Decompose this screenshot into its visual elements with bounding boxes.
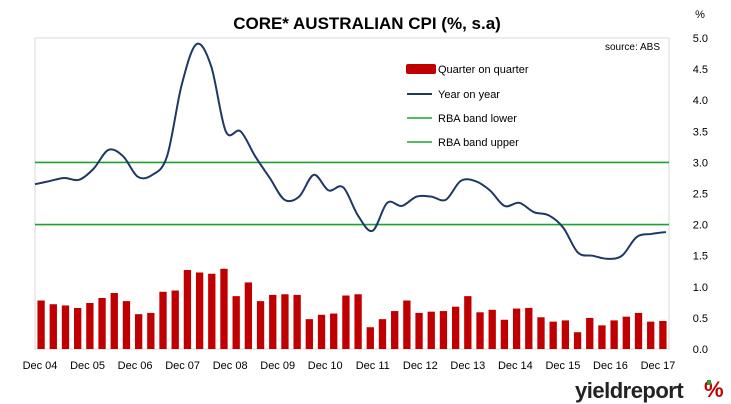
qoq-bar	[256, 301, 265, 349]
qoq-bars	[37, 268, 667, 349]
qoq-bar	[269, 294, 277, 349]
qoq-bar	[537, 317, 545, 349]
qoq-bar	[342, 295, 350, 349]
yoy-line	[34, 42, 667, 260]
x-tick-label: Dec 05	[70, 360, 105, 372]
qoq-bar	[171, 290, 179, 349]
y-tick-label: 3.0	[693, 157, 708, 169]
x-tick-label: Dec 06	[118, 360, 153, 372]
legend: Quarter on quarter Year on year RBA band l…	[406, 64, 529, 149]
qoq-bar	[98, 298, 106, 349]
qoq-bar	[86, 302, 94, 349]
qoq-bar	[415, 312, 423, 349]
qoq-bar	[634, 312, 643, 349]
qoq-bar	[622, 316, 630, 349]
x-tick-label: Dec 17	[641, 360, 676, 372]
qoq-bar	[659, 321, 667, 349]
x-tick-label: Dec 04	[23, 360, 58, 372]
qoq-bar	[549, 321, 557, 349]
qoq-bar	[293, 294, 301, 349]
qoq-bar	[232, 296, 240, 349]
y-tick-label: 1.5	[693, 251, 708, 263]
x-tick-label: Dec 10	[308, 360, 343, 372]
qoq-bar	[427, 311, 435, 349]
qoq-bar	[244, 282, 253, 349]
y-tick-label: 5.0	[693, 33, 708, 45]
qoq-bar	[330, 313, 338, 349]
x-tick-label: Dec 14	[498, 360, 533, 372]
qoq-bar	[647, 321, 655, 349]
y-tick-label: 2.0	[693, 220, 708, 232]
qoq-bar	[598, 325, 606, 349]
rba-band-lines	[35, 161, 669, 226]
x-axis-ticks: Dec 04 Dec 05 Dec 06 Dec 07 Dec 08 Dec 09 Dec …	[23, 360, 676, 372]
x-tick-label: Dec 12	[403, 360, 438, 372]
qoq-bar	[74, 307, 82, 349]
legend-swatch-qoq	[406, 64, 436, 74]
y-tick-label: 0.0	[693, 344, 708, 356]
x-tick-label: Dec 16	[593, 360, 628, 372]
qoq-bar	[561, 320, 570, 349]
y-tick-label: 0.5	[693, 313, 708, 325]
qoq-bar	[37, 300, 45, 349]
y-tick-label: 4.0	[693, 95, 708, 107]
x-tick-label: Dec 11	[356, 360, 390, 372]
qoq-bar	[610, 320, 618, 349]
x-tick-label: Dec 15	[545, 360, 580, 372]
qoq-bar	[305, 319, 313, 349]
qoq-bar	[366, 327, 374, 349]
qoq-bar	[512, 308, 521, 349]
y-tick-label: 1.0	[693, 282, 708, 294]
qoq-bar	[134, 314, 143, 349]
y-axis-unit: %	[695, 9, 705, 21]
y-axis-ticks: 5.0 4.5 4.0 3.5 3.0 2.5 2.0 1.5 1.0 0.5 0.0	[693, 33, 708, 356]
qoq-bar	[281, 294, 289, 349]
qoq-bar	[354, 294, 362, 349]
qoq-bar	[49, 304, 57, 349]
qoq-bar	[500, 319, 509, 349]
yieldreport-logo: yieldreport %	[575, 377, 724, 403]
yoy-line-group	[34, 42, 667, 260]
qoq-bar	[451, 306, 460, 349]
x-tick-label: Dec 09	[260, 360, 295, 372]
y-tick-label: 3.5	[693, 126, 708, 138]
chart-title: CORE* AUSTRALIAN CPI (%, s.a)	[233, 14, 501, 33]
brand-name: yieldreport	[575, 378, 684, 403]
qoq-bar	[195, 272, 204, 349]
qoq-bar	[464, 296, 472, 349]
brand-accent	[707, 380, 711, 385]
qoq-bar	[439, 311, 448, 349]
legend-label: RBA band upper	[438, 137, 519, 149]
source-label: source: ABS	[605, 42, 660, 53]
qoq-bar	[159, 291, 167, 349]
x-tick-label: Dec 07	[165, 360, 200, 372]
qoq-bar	[147, 312, 155, 349]
legend-label: Year on year	[438, 89, 500, 101]
legend-label: Quarter on quarter	[438, 64, 529, 76]
qoq-bar	[61, 305, 70, 349]
qoq-bar	[317, 314, 326, 349]
qoq-bar	[220, 268, 228, 349]
qoq-bar	[208, 273, 216, 349]
brand-percent-icon: %	[704, 377, 724, 402]
qoq-bar	[573, 332, 582, 349]
y-tick-label: 4.5	[693, 64, 708, 76]
qoq-bar	[403, 300, 411, 349]
qoq-bar	[122, 301, 131, 349]
qoq-bar	[110, 293, 118, 349]
x-tick-label: Dec 08	[213, 360, 248, 372]
plot-area	[34, 37, 670, 350]
qoq-bar	[378, 319, 387, 349]
legend-label: RBA band lower	[438, 113, 517, 125]
qoq-bar	[476, 312, 484, 349]
y-tick-label: 2.5	[693, 189, 708, 201]
qoq-bar	[488, 309, 496, 349]
qoq-bar	[525, 307, 533, 349]
qoq-bar	[183, 270, 192, 349]
x-tick-label: Dec 13	[450, 360, 485, 372]
qoq-bar	[391, 311, 399, 349]
qoq-bar	[586, 317, 594, 349]
